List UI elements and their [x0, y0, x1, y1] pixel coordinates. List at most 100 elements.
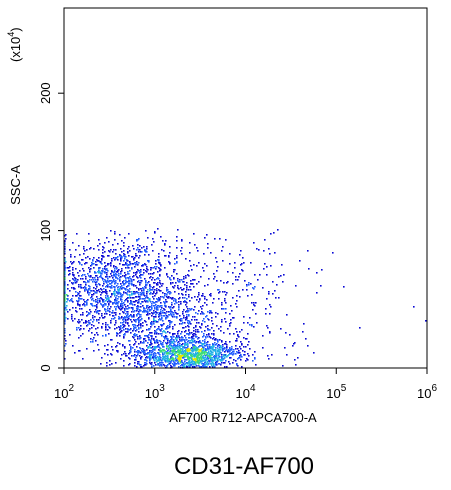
- data-point: [132, 293, 134, 295]
- data-point: [179, 353, 181, 355]
- data-point: [118, 275, 120, 277]
- data-point: [64, 318, 66, 320]
- data-point: [225, 350, 227, 352]
- x-tick-label: 104: [235, 383, 255, 401]
- data-point: [170, 365, 172, 367]
- data-point: [137, 281, 139, 283]
- data-point: [177, 345, 179, 347]
- data-point: [70, 261, 72, 263]
- data-point: [138, 296, 140, 298]
- data-point: [204, 352, 206, 354]
- data-point: [242, 289, 244, 291]
- data-point: [172, 351, 174, 353]
- data-point: [170, 339, 172, 341]
- data-point: [225, 294, 227, 296]
- data-point: [182, 297, 184, 299]
- data-point: [88, 330, 90, 332]
- data-point: [210, 346, 212, 348]
- data-point: [295, 364, 297, 366]
- data-point: [166, 348, 168, 350]
- data-point: [146, 293, 148, 295]
- data-point: [217, 266, 219, 268]
- data-point: [147, 314, 149, 316]
- data-point: [199, 358, 201, 360]
- data-point: [164, 267, 166, 269]
- data-point: [218, 355, 220, 357]
- data-point: [280, 275, 282, 277]
- data-point: [73, 261, 75, 263]
- data-point: [165, 318, 167, 320]
- data-point: [252, 360, 254, 362]
- data-point: [156, 278, 158, 280]
- data-point: [84, 290, 86, 292]
- data-point: [192, 345, 194, 347]
- data-point: [114, 274, 116, 276]
- data-point: [114, 283, 116, 285]
- data-point: [250, 283, 252, 285]
- data-point: [117, 351, 119, 353]
- data-point: [213, 273, 215, 275]
- data-point: [123, 360, 125, 362]
- data-point: [186, 316, 188, 318]
- data-point: [193, 361, 195, 363]
- data-point: [114, 300, 116, 302]
- data-point: [113, 286, 115, 288]
- data-point: [153, 355, 155, 357]
- data-point: [215, 356, 217, 358]
- data-point: [151, 244, 153, 246]
- data-point: [269, 332, 271, 334]
- data-point: [194, 355, 196, 357]
- data-point: [206, 304, 208, 306]
- data-point: [164, 360, 166, 362]
- data-point: [110, 262, 112, 264]
- data-point: [146, 300, 148, 302]
- data-point: [237, 334, 239, 336]
- data-point: [84, 304, 86, 306]
- data-point: [225, 343, 227, 345]
- data-point: [187, 308, 189, 310]
- data-point: [120, 325, 122, 327]
- data-point: [223, 308, 225, 310]
- data-point: [88, 285, 90, 287]
- data-point: [141, 294, 143, 296]
- data-point: [109, 300, 111, 302]
- data-point: [137, 354, 139, 356]
- data-point: [207, 243, 209, 245]
- data-point: [128, 325, 130, 327]
- data-point: [118, 318, 120, 320]
- data-point: [185, 304, 187, 306]
- data-point: [115, 314, 117, 316]
- data-point: [166, 294, 168, 296]
- data-point: [195, 361, 197, 363]
- data-point: [85, 282, 87, 284]
- data-point: [212, 348, 214, 350]
- data-point: [103, 305, 105, 307]
- x-tick-label: 103: [145, 383, 165, 401]
- data-point: [151, 338, 153, 340]
- data-point: [201, 348, 203, 350]
- data-point: [174, 353, 176, 355]
- data-point: [64, 274, 66, 276]
- data-point: [169, 342, 171, 344]
- data-point: [205, 355, 207, 357]
- data-point: [213, 350, 215, 352]
- data-point: [169, 332, 171, 334]
- data-point: [172, 328, 174, 330]
- data-point: [116, 335, 118, 337]
- data-point: [80, 335, 82, 337]
- data-point: [151, 335, 153, 337]
- data-point: [120, 286, 122, 288]
- data-point: [229, 353, 231, 355]
- data-point: [188, 333, 190, 335]
- data-point: [118, 326, 120, 328]
- data-point: [147, 260, 149, 262]
- data-point: [202, 357, 204, 359]
- data-point: [97, 271, 99, 273]
- data-point: [152, 250, 154, 252]
- data-point: [164, 337, 166, 339]
- data-point: [138, 311, 140, 313]
- data-point: [102, 323, 104, 325]
- data-point: [236, 306, 238, 308]
- data-point: [157, 345, 159, 347]
- data-point: [118, 286, 120, 288]
